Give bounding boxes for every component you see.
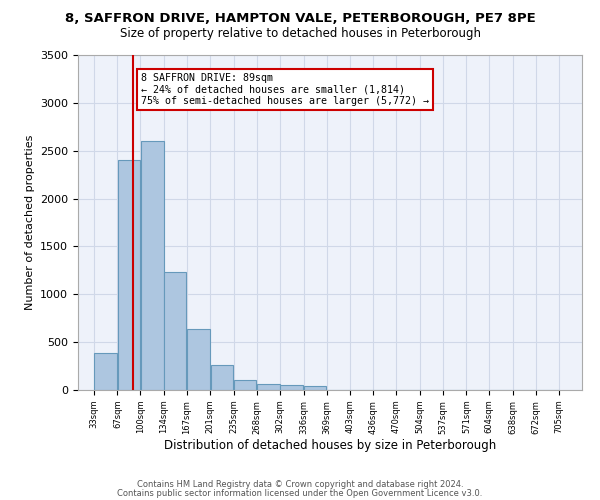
Text: Contains HM Land Registry data © Crown copyright and database right 2024.: Contains HM Land Registry data © Crown c… [137, 480, 463, 489]
Bar [187, 328, 210, 390]
Bar [140, 141, 164, 390]
Bar [234, 380, 256, 390]
X-axis label: Distribution of detached houses by size in Peterborough: Distribution of detached houses by size … [164, 440, 496, 452]
Text: 8, SAFFRON DRIVE, HAMPTON VALE, PETERBOROUGH, PE7 8PE: 8, SAFFRON DRIVE, HAMPTON VALE, PETERBOR… [65, 12, 535, 26]
Bar [118, 160, 140, 390]
Bar [211, 365, 233, 390]
Bar [164, 272, 187, 390]
Bar [94, 352, 117, 390]
Text: 8 SAFFRON DRIVE: 89sqm
← 24% of detached houses are smaller (1,814)
75% of semi-: 8 SAFFRON DRIVE: 89sqm ← 24% of detached… [141, 73, 429, 106]
Bar [280, 384, 304, 390]
Text: Size of property relative to detached houses in Peterborough: Size of property relative to detached ho… [119, 28, 481, 40]
Bar [257, 384, 280, 390]
Y-axis label: Number of detached properties: Number of detached properties [25, 135, 35, 310]
Bar [304, 386, 326, 390]
Text: Contains public sector information licensed under the Open Government Licence v3: Contains public sector information licen… [118, 488, 482, 498]
